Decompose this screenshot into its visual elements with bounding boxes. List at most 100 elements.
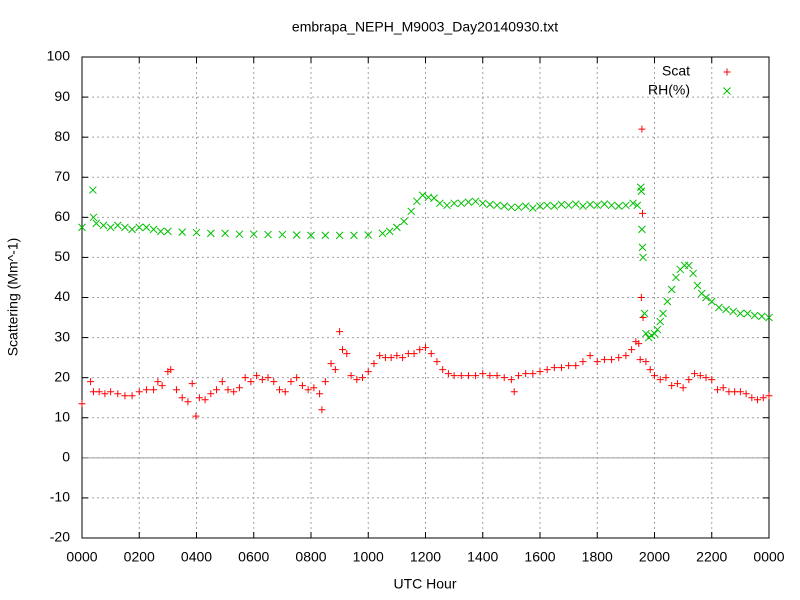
point	[765, 313, 773, 322]
point	[264, 374, 272, 382]
x-tick-label: 0000	[753, 549, 784, 565]
x-axis-label: UTC Hour	[393, 576, 456, 592]
point	[114, 390, 122, 398]
point	[628, 346, 636, 354]
point	[742, 390, 750, 398]
point	[422, 344, 429, 352]
point	[543, 366, 551, 374]
point	[522, 370, 530, 378]
point	[500, 374, 508, 382]
point	[221, 229, 229, 238]
x-tick-label: 1600	[524, 549, 555, 565]
point	[586, 352, 594, 360]
point	[507, 203, 516, 212]
point	[493, 201, 501, 210]
point	[708, 376, 716, 384]
point	[307, 231, 315, 240]
point	[642, 358, 650, 366]
point	[270, 378, 278, 386]
point	[158, 382, 166, 390]
point	[178, 394, 186, 402]
point	[364, 368, 372, 376]
point	[359, 374, 367, 382]
point	[593, 358, 601, 366]
point	[370, 360, 378, 368]
point	[615, 354, 623, 362]
point	[213, 386, 221, 394]
x-tick-label: 0600	[238, 549, 269, 565]
point	[78, 223, 86, 232]
point	[571, 200, 580, 208]
point	[427, 350, 435, 358]
point	[579, 358, 587, 366]
point	[759, 394, 767, 402]
point	[679, 384, 687, 392]
point	[87, 378, 95, 386]
point	[142, 386, 150, 394]
point	[471, 197, 480, 206]
point	[635, 340, 643, 348]
y-tick-label: 40	[54, 288, 70, 304]
point	[156, 227, 165, 236]
x-tick-label: 0000	[66, 549, 97, 565]
point	[638, 243, 647, 252]
point	[195, 394, 203, 402]
x-tick-label: 0400	[181, 549, 212, 565]
point	[78, 400, 86, 408]
point	[106, 223, 115, 232]
point	[264, 230, 272, 239]
point	[607, 201, 616, 210]
y-tick-label: 10	[54, 408, 70, 424]
point	[113, 221, 122, 230]
point	[235, 384, 243, 392]
point	[478, 199, 487, 208]
point	[167, 366, 175, 374]
point	[276, 386, 284, 394]
point	[292, 231, 301, 239]
point	[142, 223, 151, 232]
point	[640, 309, 649, 318]
point	[439, 366, 447, 374]
point	[543, 201, 552, 210]
point	[128, 392, 136, 400]
y-tick-label: 80	[54, 128, 70, 144]
point	[486, 372, 494, 380]
point	[729, 307, 738, 316]
point	[557, 200, 566, 209]
point	[754, 396, 762, 404]
point	[247, 378, 255, 386]
point	[743, 309, 752, 318]
point	[636, 356, 644, 364]
point	[278, 230, 287, 239]
point	[443, 201, 451, 210]
point	[387, 354, 395, 362]
point	[510, 388, 518, 396]
point	[651, 372, 658, 380]
point	[464, 372, 472, 380]
point	[656, 376, 664, 384]
y-tick-label: 60	[54, 208, 70, 224]
point	[622, 201, 630, 210]
point	[514, 203, 523, 212]
point	[646, 366, 654, 374]
point	[689, 269, 697, 278]
point	[230, 388, 238, 396]
x-tick-label: 1400	[467, 549, 498, 565]
point	[638, 225, 646, 234]
point	[653, 325, 662, 334]
point	[629, 199, 637, 208]
point	[107, 388, 115, 396]
point	[154, 378, 162, 386]
plot-border	[81, 56, 770, 539]
point	[486, 200, 494, 209]
point	[637, 187, 646, 196]
point	[550, 202, 559, 210]
point	[343, 350, 351, 358]
point	[638, 209, 646, 217]
point	[684, 261, 693, 270]
point	[702, 293, 710, 302]
point	[435, 199, 444, 208]
point	[536, 368, 544, 376]
point	[192, 412, 200, 420]
